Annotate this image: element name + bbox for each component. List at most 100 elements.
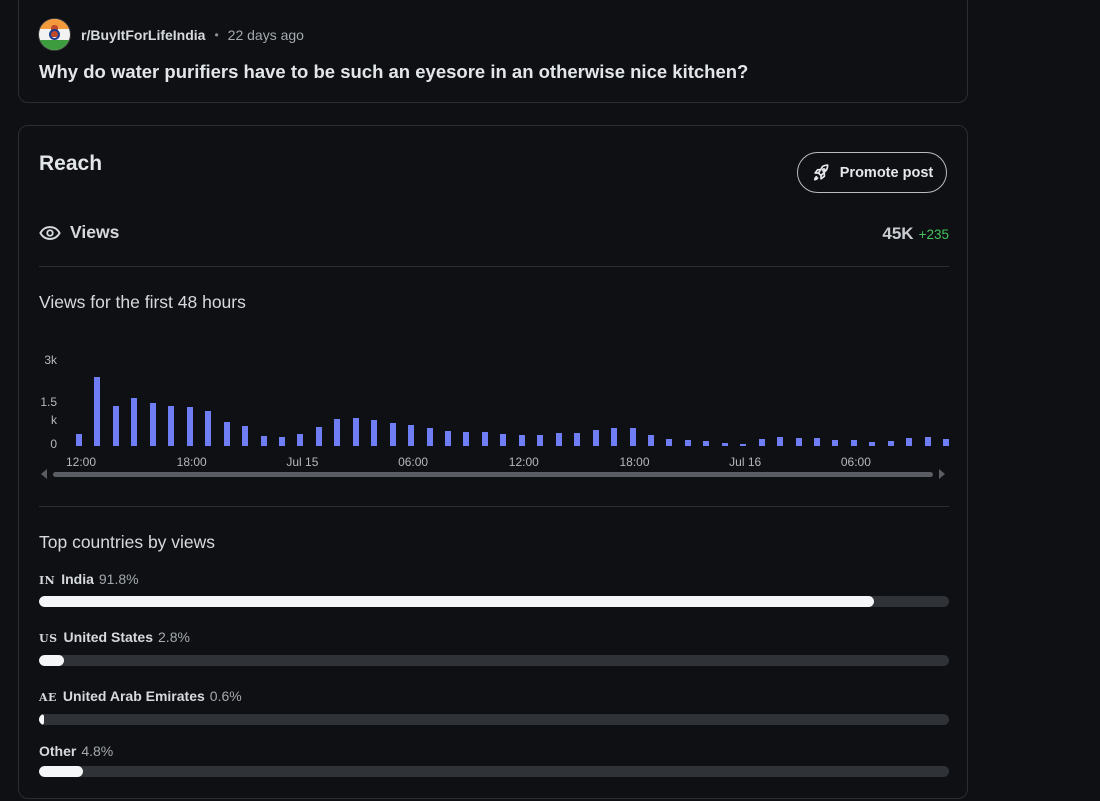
scroll-left-arrow[interactable] xyxy=(41,469,47,479)
chart-bar[interactable] xyxy=(315,427,322,446)
eye-icon xyxy=(39,225,61,240)
country-progress-fill xyxy=(39,714,45,725)
chart-bar[interactable] xyxy=(223,422,230,446)
chart-bar[interactable] xyxy=(574,432,581,446)
country-row-united-states: US United States 2.8% xyxy=(39,629,949,666)
x-tick-label: Jul 16 xyxy=(729,455,762,469)
country-progress-fill xyxy=(39,766,83,777)
chart-bar[interactable] xyxy=(943,438,950,446)
chart-bar[interactable] xyxy=(352,418,359,446)
chart-bar[interactable] xyxy=(740,443,747,446)
promote-post-button[interactable]: Promote post xyxy=(797,152,947,193)
chart-bar[interactable] xyxy=(777,437,784,446)
post-title[interactable]: Why do water purifiers have to be such a… xyxy=(39,61,749,82)
post-card[interactable]: r/BuyItForLifeIndia • 22 days ago Why do… xyxy=(18,0,968,103)
country-code: AE xyxy=(39,691,57,704)
country-name: United States xyxy=(63,629,154,645)
y-tick-label: 1.5 xyxy=(40,395,57,409)
chart-bar[interactable] xyxy=(463,431,470,446)
x-tick-label: 06:00 xyxy=(398,455,429,469)
chart-bar[interactable] xyxy=(666,439,673,446)
chart-bar[interactable] xyxy=(500,433,507,446)
country-percent: 91.8% xyxy=(98,571,139,587)
country-code: IN xyxy=(39,574,56,587)
chart-scrollbar[interactable] xyxy=(53,472,933,477)
chart-bar[interactable] xyxy=(94,377,101,446)
chart-bar[interactable] xyxy=(647,434,654,446)
meta-separator: • xyxy=(214,27,219,42)
country-progress-track xyxy=(39,714,949,725)
y-tick-label: 3k xyxy=(44,353,57,367)
chart-bar[interactable] xyxy=(371,420,378,446)
chart-bar[interactable] xyxy=(814,438,820,446)
country-progress-fill xyxy=(39,655,65,666)
chart-bar[interactable] xyxy=(721,443,728,446)
post-time-ago: 22 days ago xyxy=(227,26,304,43)
views-total-container: 45K +235 xyxy=(882,224,949,244)
views-delta: +235 xyxy=(918,227,949,242)
chart-bar[interactable] xyxy=(924,437,931,446)
x-tick-label: 18:00 xyxy=(619,455,650,469)
chart-bar[interactable] xyxy=(408,424,415,446)
chart-bar[interactable] xyxy=(481,432,488,446)
x-tick-label: 12:00 xyxy=(65,455,97,469)
chart-bar[interactable] xyxy=(703,440,710,446)
chart-bar[interactable] xyxy=(611,427,618,446)
country-name: Other xyxy=(39,743,77,759)
chart-bar[interactable] xyxy=(389,422,396,446)
chart-bar[interactable] xyxy=(205,411,212,446)
chart-bar[interactable] xyxy=(112,406,119,446)
chart-bar[interactable] xyxy=(186,407,193,446)
reach-card: Reach Promote post Views 45K +235 Views f… xyxy=(18,125,968,799)
chart-bar[interactable] xyxy=(445,431,451,446)
chart-bar[interactable] xyxy=(518,435,525,446)
views-bar-chart[interactable]: 3k 1.5 k 0 12:00 18:00 Jul 15 06:00 12:00 18:… xyxy=(39,348,950,483)
country-code: US xyxy=(39,632,58,645)
chart-title: Views for the first 48 hours xyxy=(39,292,246,312)
country-progress-track xyxy=(39,766,949,777)
rocket-icon xyxy=(813,163,829,180)
country-progress-track xyxy=(39,655,949,666)
chart-bar[interactable] xyxy=(832,439,839,446)
country-percent: 0.6% xyxy=(209,688,242,704)
chart-bar[interactable] xyxy=(537,434,544,446)
chart-bar[interactable] xyxy=(149,403,156,446)
country-percent: 4.8% xyxy=(81,743,114,759)
subreddit-link[interactable]: r/BuyItForLifeIndia xyxy=(81,26,206,43)
x-tick-label: Jul 15 xyxy=(286,455,319,469)
country-row-other: Other 4.8% xyxy=(39,743,949,777)
chart-bar[interactable] xyxy=(334,419,341,446)
chart-bar[interactable] xyxy=(260,436,267,446)
chart-bar[interactable] xyxy=(795,437,802,446)
chart-bar[interactable] xyxy=(629,428,636,446)
chart-bar[interactable] xyxy=(242,426,249,446)
country-row-india: IN India 91.8% xyxy=(39,571,949,607)
chart-bar[interactable] xyxy=(869,441,876,446)
country-name: India xyxy=(61,571,94,587)
chart-bar[interactable] xyxy=(758,439,765,446)
divider xyxy=(39,506,949,507)
views-total: 45K xyxy=(882,224,914,243)
y-tick-label: k xyxy=(51,413,57,427)
chart-bar[interactable] xyxy=(297,433,304,446)
country-percent: 2.8% xyxy=(158,629,190,645)
chart-bar[interactable] xyxy=(906,437,913,446)
country-progress-fill xyxy=(39,596,875,607)
country-progress-track xyxy=(39,596,949,607)
chart-bar[interactable] xyxy=(426,428,433,446)
scroll-right-arrow[interactable] xyxy=(939,469,945,479)
chart-bar[interactable] xyxy=(887,441,894,446)
chart-bar[interactable] xyxy=(592,430,599,446)
chart-bar[interactable] xyxy=(168,406,175,446)
promote-post-label: Promote post xyxy=(839,164,934,181)
india-flag-avatar-icon[interactable] xyxy=(39,19,70,50)
chart-bar[interactable] xyxy=(278,437,285,446)
chart-bar[interactable] xyxy=(131,398,138,446)
divider xyxy=(39,266,949,267)
chart-bar[interactable] xyxy=(850,439,857,446)
chart-bar[interactable] xyxy=(684,440,691,446)
chart-bar[interactable] xyxy=(76,434,82,446)
chart-bar[interactable] xyxy=(555,433,562,446)
country-name: United Arab Emirates xyxy=(62,688,205,704)
countries-title: Top countries by views xyxy=(39,532,216,552)
